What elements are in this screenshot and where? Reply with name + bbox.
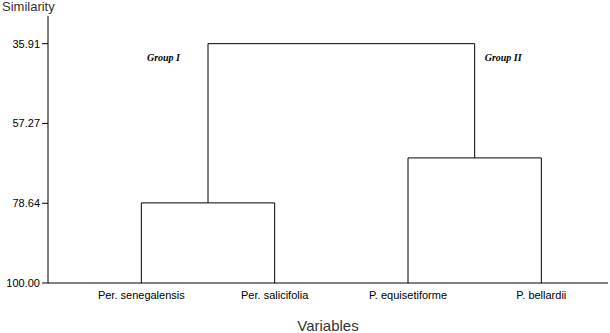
html-text:Similarity: Similarity bbox=[2, 0, 55, 14]
svg-text:Group I: Group I bbox=[147, 52, 181, 63]
svg-text:Variables: Variables bbox=[297, 317, 358, 333]
svg-text:35.91: 35.91 bbox=[12, 38, 40, 50]
svg-text:100.00: 100.00 bbox=[8, 277, 40, 289]
svg-text:P. bellardii: P. bellardii bbox=[516, 289, 566, 301]
svg-text:Per. salicifolia: Per. salicifolia bbox=[241, 289, 309, 301]
svg-text:Per. senegalensis: Per. senegalensis bbox=[98, 289, 185, 301]
svg-text:78.64: 78.64 bbox=[12, 197, 40, 209]
svg-text:P. equisetiforme: P. equisetiforme bbox=[369, 289, 447, 301]
svg-text:57.27: 57.27 bbox=[12, 117, 40, 129]
svg-text:Group II: Group II bbox=[485, 52, 523, 63]
